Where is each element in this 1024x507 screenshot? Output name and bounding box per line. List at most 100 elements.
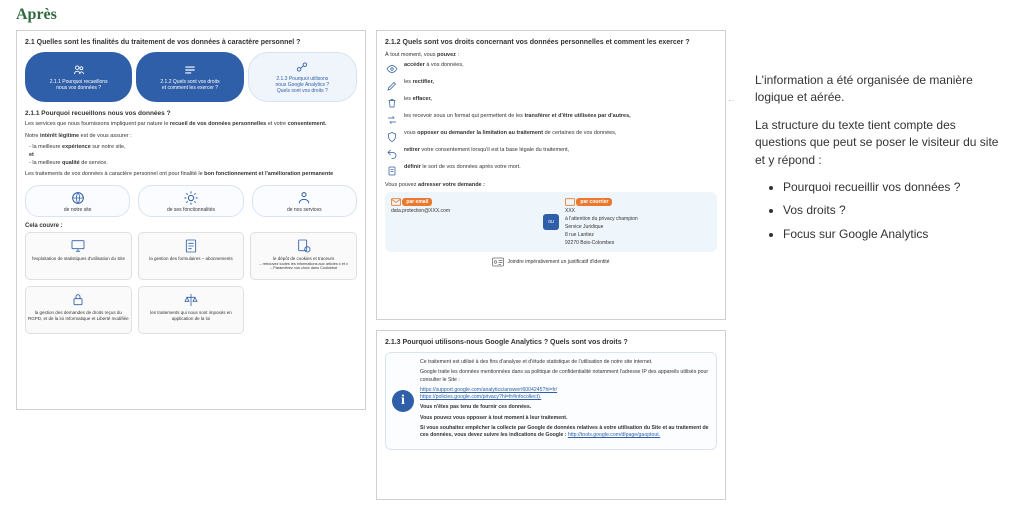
separator-ou: ou — [543, 214, 559, 230]
ga-link2[interactable]: https://policies.google.com/privacy?hl=f… — [420, 394, 541, 400]
addr-line: 8 rue Lantiez — [565, 232, 711, 238]
cover-grid-top: l'exploitation de statistiques d'utilisa… — [25, 232, 357, 280]
pill-label: de ses fonctionnalités — [167, 207, 215, 213]
right-access: accéder à vos données, — [385, 62, 717, 76]
text: de certaines de vos données, — [543, 130, 616, 136]
adresser-line: Vous pouvez adresser votre demande : — [385, 182, 717, 188]
right-oppose: vous opposer ou demander la limitation a… — [385, 130, 717, 144]
badge-email: par email — [402, 198, 432, 206]
para-services: Les services que nous fournissons impliq… — [25, 121, 357, 129]
transfer-icon — [385, 113, 399, 127]
text-bold: accéder — [404, 62, 425, 68]
pill-site: de notre site — [25, 185, 130, 217]
text: à vos données, — [425, 62, 464, 68]
cover-text: l'exploitation de statistiques d'utilisa… — [32, 256, 125, 262]
email-value: data.protection@XXX.com — [391, 208, 537, 214]
addr-line: XXX — [565, 208, 711, 214]
text-bold: rectifier, — [413, 79, 434, 85]
heading-2-1-3: 2.1.3 Pourquoi utilisons-nous Google Ana… — [385, 339, 717, 346]
cover-cookies: le dépôt de cookies et traceurs– retrouv… — [250, 232, 357, 280]
text-bold: pouvez — [437, 52, 456, 58]
cover-grid-bottom: la gestion des demandes de droits reçus … — [25, 286, 357, 334]
right-erase: les effacer, — [385, 96, 717, 110]
addr-line: Service Juridique — [565, 224, 711, 230]
contact-email: par email data.protection@XXX.com — [391, 198, 537, 214]
text-bold: effacer, — [413, 96, 432, 102]
right-postmortem: définir le sort de vos données après vot… — [385, 164, 717, 178]
ga-link1[interactable]: https://support.google.com/analytics/ans… — [420, 387, 557, 393]
info-icon: i — [392, 390, 414, 412]
ga-p1: Ce traitement est utilisé à des fins d'a… — [420, 359, 710, 366]
text: les — [404, 96, 413, 102]
shield-icon — [385, 130, 399, 144]
text-bold: retirer — [404, 147, 420, 153]
ga-p2: Google traite les données mentionnées da… — [420, 369, 710, 384]
pencil-icon — [385, 79, 399, 93]
annotation-line2: La structure du texte tient compte des q… — [755, 117, 1005, 169]
text: vous — [404, 130, 417, 136]
ga-p5: Si vous souhaitez empêcher la collecte p… — [420, 425, 709, 438]
text: le sort de vos données après votre mort. — [421, 164, 521, 170]
annotation-bullets: Pourquoi recueillir vos données ? Vos dr… — [755, 179, 1005, 243]
pill-label: de notre site — [64, 207, 92, 213]
cover-subtext: – retrouvez toutes les informations aux … — [259, 262, 347, 271]
text-bold: qualité — [62, 160, 80, 166]
addr-line: à l'attention du privacy champion — [565, 216, 711, 222]
heading-2-1: 2.1 Quelles sont les finalités du traite… — [25, 39, 357, 46]
right-withdraw: retirer votre consentement lorsqu'il est… — [385, 147, 717, 161]
rights-intro: À tout moment, vous pouvez : — [385, 52, 717, 58]
text: Les traitements de vos données à caractè… — [25, 171, 204, 177]
tab-2-1-1[interactable]: 2.1.1 Pourquoi recueillons nous vos donn… — [25, 52, 132, 102]
justificatif-note: Joindre impérativement un justificatif d… — [385, 257, 717, 267]
trash-icon — [385, 96, 399, 110]
cover-text: la gestion des formulaires – abonnements — [149, 256, 233, 262]
cover-forms: la gestion des formulaires – abonnements — [138, 232, 245, 280]
tab-2-1-3[interactable]: 2.1.3 Pourquoi utilisons nous Google Ana… — [248, 52, 357, 102]
text-bold: bon fonctionnement et l'amélioration per… — [204, 171, 333, 177]
text: - la meilleure — [29, 160, 62, 166]
ga-link3[interactable]: http://tools.google.com/dlpage/gaoptout. — [568, 432, 660, 438]
contact-box: par email data.protection@XXX.com ou par… — [385, 192, 717, 252]
pill-fonctionnalites: de ses fonctionnalités — [138, 185, 243, 217]
pill-label: de nos services — [287, 207, 322, 213]
addr-line: 92270 Bois-Colombes — [565, 240, 711, 246]
annotation-block: L'information a été organisée de manière… — [755, 72, 1005, 249]
text: les recevoir sous un format qui permette… — [404, 113, 524, 119]
cover-label: Cela couvre : — [25, 223, 357, 229]
cover-legal: les traitements qui nous sont imposés en… — [138, 286, 245, 334]
pill-services: de nos services — [252, 185, 357, 217]
text: sur notre site, — [91, 144, 126, 150]
text-bold: et — [29, 152, 34, 158]
annotation-bullet: Pourquoi recueillir vos données ? — [783, 179, 1005, 196]
cover-text: les traitements qui nous sont imposés en… — [141, 310, 242, 321]
cover-rgpd: la gestion des demandes de droits reçus … — [25, 286, 132, 334]
text-bold: transférer et d'être utilisées par d'aut… — [524, 113, 630, 119]
list-interet: - la meilleure expérience sur notre site… — [25, 144, 357, 167]
tab-label: et comment les exercer ? — [162, 85, 218, 91]
cover-text: la gestion des demandes de droits reçus … — [28, 310, 129, 321]
ga-info-box: i Ce traitement est utilisé à des fins d… — [385, 352, 717, 450]
text-bold: consentement. — [288, 121, 327, 127]
text: Vous pouvez — [385, 182, 418, 188]
right-portability: les recevoir sous un format qui permette… — [385, 113, 717, 127]
text-bold: adresser votre demande : — [418, 182, 485, 188]
contact-postal: par courrier XXX à l'attention du privac… — [565, 198, 711, 246]
text: de service. — [80, 160, 108, 166]
text: votre consentement lorsqu'il est la base… — [420, 147, 569, 153]
panel-purposes: 2.1 Quelles sont les finalités du traite… — [16, 30, 366, 410]
text: les — [404, 79, 413, 85]
text: Joindre impérativement un justificatif d… — [507, 259, 609, 265]
document-icon — [385, 164, 399, 178]
tab-2-1-2[interactable]: 2.1.2 Quels sont vos droits et comment l… — [136, 52, 243, 102]
text: Les services que nous fournissons impliq… — [25, 121, 170, 127]
right-rectify: les rectifier, — [385, 79, 717, 93]
text: À tout moment, vous — [385, 52, 437, 58]
tab-label: Quels sont vos droits ? — [277, 88, 328, 94]
cover-stats: l'exploitation de statistiques d'utilisa… — [25, 232, 132, 280]
heading-2-1-2: 2.1.2 Quels sont vos droits concernant v… — [385, 39, 717, 46]
text-bold: recueil de vos données personnelles — [170, 121, 266, 127]
undo-icon — [385, 147, 399, 161]
panel-rights: 2.1.2 Quels sont vos droits concernant v… — [376, 30, 726, 320]
para-interet: Notre intérêt légitime est de vous assur… — [25, 133, 357, 141]
para-finalite: Les traitements de vos données à caractè… — [25, 171, 357, 179]
